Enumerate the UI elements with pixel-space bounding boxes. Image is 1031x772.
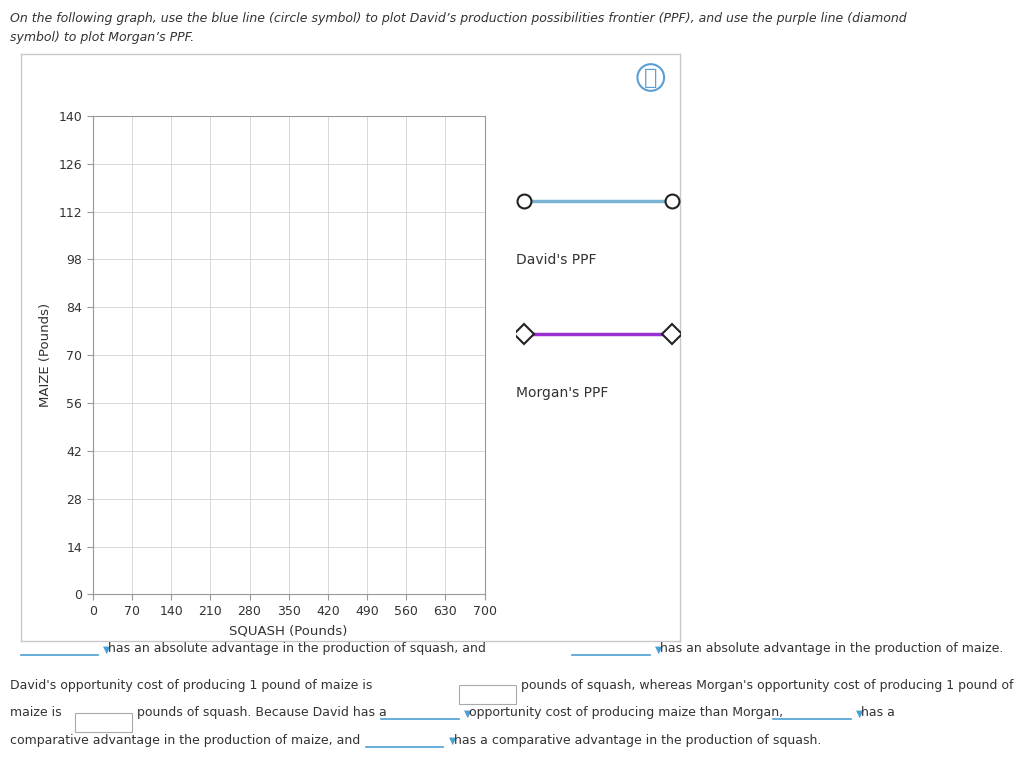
Text: ▼: ▼ [448, 736, 456, 747]
Text: has a: has a [861, 706, 895, 720]
Text: has an absolute advantage in the production of squash, and: has an absolute advantage in the product… [108, 642, 487, 655]
Y-axis label: MAIZE (Pounds): MAIZE (Pounds) [39, 303, 52, 407]
Text: ▼: ▼ [655, 645, 662, 655]
Text: maize is: maize is [10, 706, 62, 720]
Text: has a comparative advantage in the production of squash.: has a comparative advantage in the produ… [454, 734, 821, 747]
X-axis label: SQUASH (Pounds): SQUASH (Pounds) [230, 625, 347, 638]
Text: pounds of squash. Because David has a: pounds of squash. Because David has a [137, 706, 387, 720]
Text: Morgan's PPF: Morgan's PPF [516, 386, 608, 400]
Text: David's PPF: David's PPF [516, 253, 596, 267]
Text: symbol) to plot Morgan’s PPF.: symbol) to plot Morgan’s PPF. [10, 31, 195, 44]
Text: On the following graph, use the blue line (circle symbol) to plot David’s produc: On the following graph, use the blue lin… [10, 12, 907, 25]
Text: David's opportunity cost of producing 1 pound of maize is: David's opportunity cost of producing 1 … [10, 679, 372, 692]
Text: pounds of squash, whereas Morgan's opportunity cost of producing 1 pound of: pounds of squash, whereas Morgan's oppor… [521, 679, 1013, 692]
Text: ▼: ▼ [464, 709, 471, 719]
Text: ▼: ▼ [856, 709, 863, 719]
Text: comparative advantage in the production of maize, and: comparative advantage in the production … [10, 734, 361, 747]
Text: opportunity cost of producing maize than Morgan,: opportunity cost of producing maize than… [469, 706, 784, 720]
Text: ▼: ▼ [103, 645, 110, 655]
Text: has an absolute advantage in the production of maize.: has an absolute advantage in the product… [660, 642, 1003, 655]
Text: ⓘ: ⓘ [644, 67, 658, 87]
